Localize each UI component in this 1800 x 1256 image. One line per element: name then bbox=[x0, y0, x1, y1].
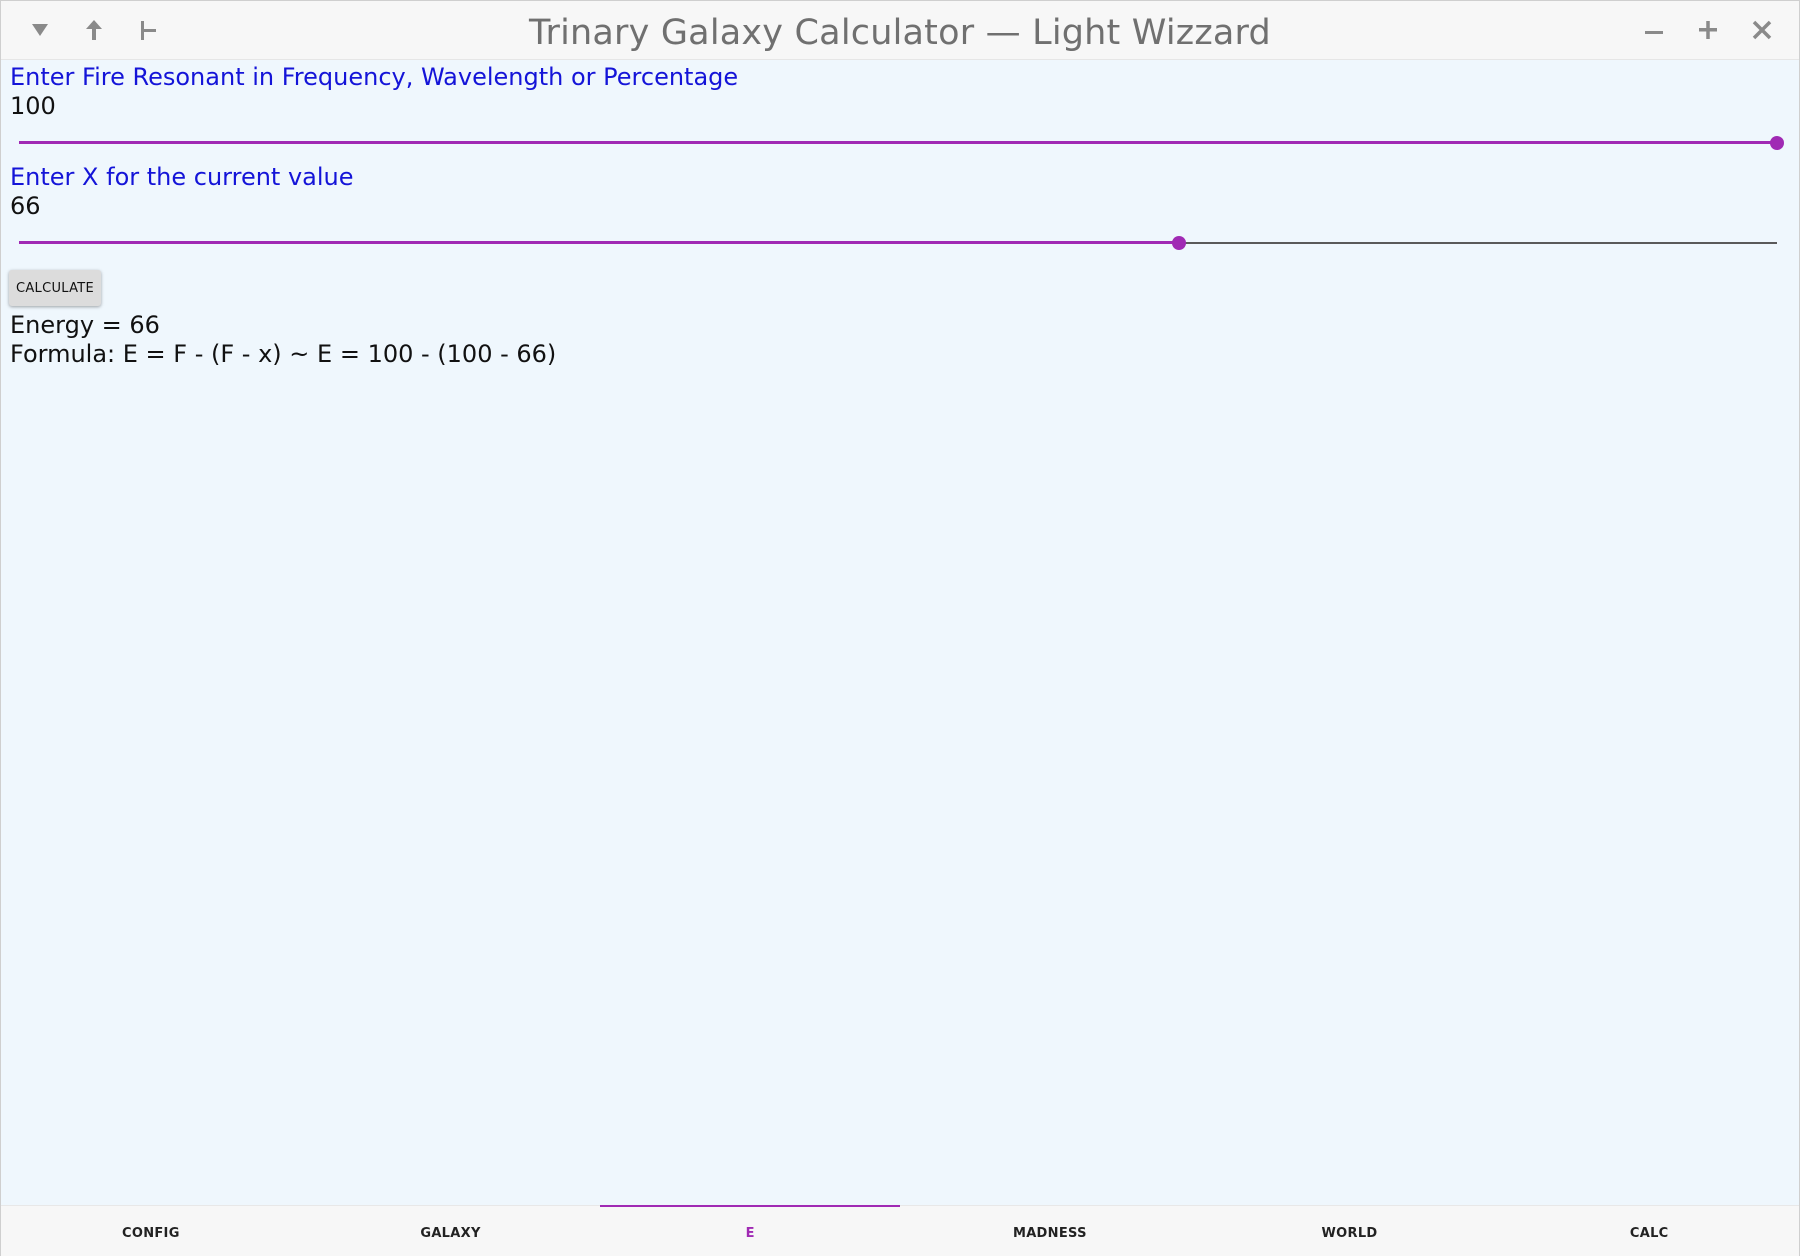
formula-result: Formula: E = F - (F - x) ~ E = 100 - (10… bbox=[10, 340, 557, 368]
tab-madness[interactable]: MADNESS bbox=[1012, 1225, 1087, 1241]
frequency-value[interactable]: 100 bbox=[10, 92, 56, 120]
tab-e[interactable]: E bbox=[600, 1205, 900, 1256]
tab-calc[interactable]: CALC bbox=[1629, 1225, 1669, 1241]
calculate-button[interactable]: CALCULATE bbox=[9, 270, 101, 306]
slider-thumb[interactable] bbox=[1770, 136, 1784, 150]
tab-config[interactable]: CONFIG bbox=[122, 1225, 180, 1241]
title-bar: Trinary Galaxy Calculator — Light Wizzar… bbox=[1, 1, 1799, 60]
energy-result: Energy = 66 bbox=[10, 311, 160, 339]
frequency-label: Enter Fire Resonant in Frequency, Wavele… bbox=[10, 63, 739, 91]
minimize-icon[interactable] bbox=[1635, 11, 1673, 49]
frequency-slider[interactable] bbox=[19, 131, 1784, 155]
window-title: Trinary Galaxy Calculator — Light Wizzar… bbox=[529, 13, 1271, 53]
x-label: Enter X for the current value bbox=[10, 163, 354, 191]
tab-galaxy[interactable]: GALAXY bbox=[420, 1225, 481, 1241]
tab-world[interactable]: WORLD bbox=[1321, 1225, 1378, 1241]
slider-fill bbox=[19, 241, 1180, 244]
menu-down-icon[interactable] bbox=[21, 11, 59, 49]
slider-thumb[interactable] bbox=[1172, 236, 1187, 250]
maximize-icon[interactable] bbox=[1689, 11, 1727, 49]
pin-icon[interactable] bbox=[129, 11, 167, 49]
slider-fill bbox=[19, 141, 1777, 144]
main-content: Enter Fire Resonant in Frequency, Wavele… bbox=[1, 59, 1799, 1205]
x-value[interactable]: 66 bbox=[10, 192, 41, 220]
bottom-tab-bar: CONFIG GALAXY E MADNESS WORLD CALC bbox=[1, 1205, 1799, 1256]
close-icon[interactable] bbox=[1743, 11, 1781, 49]
x-slider[interactable] bbox=[19, 231, 1777, 255]
arrow-up-icon[interactable] bbox=[75, 11, 113, 49]
